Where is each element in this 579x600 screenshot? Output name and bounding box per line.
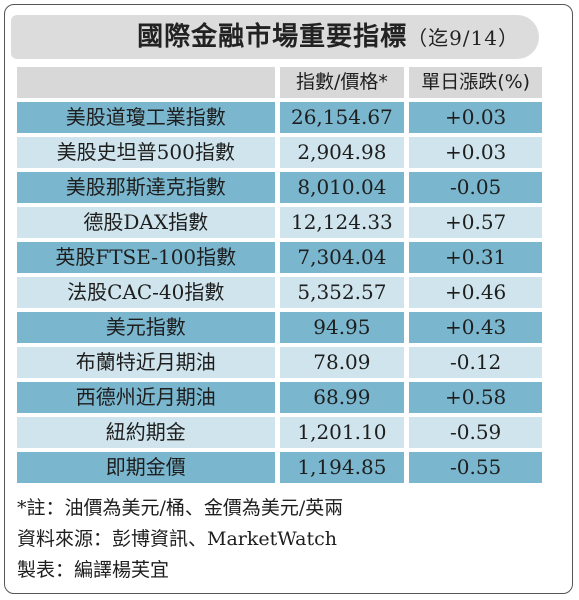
row-name: 美元指數 [17,312,275,343]
row-name: 紐約期金 [17,417,275,448]
table-row: 布蘭特近月期油 78.09 -0.12 [17,347,542,378]
table-header: 指數/價格* 單日漲跌(%) [17,67,542,98]
footnotes: *註：油價為美元/桶、金價為美元/英兩 資料來源：彭博資訊、MarketWatc… [17,493,343,586]
table-row: 紐約期金 1,201.10 -0.59 [17,417,542,448]
row-price: 1,201.10 [279,417,405,448]
table-row: 美股那斯達克指數 8,010.04 -0.05 [17,172,542,203]
row-price: 78.09 [279,347,405,378]
row-name: 美股史坦普500指數 [17,137,275,168]
table-row: 法股CAC-40指數 5,352.57 +0.46 [17,277,542,308]
row-name: 布蘭特近月期油 [17,347,275,378]
table-row: 即期金價 1,194.85 -0.55 [17,452,542,483]
row-price: 2,904.98 [279,137,405,168]
row-change: +0.43 [409,312,542,343]
row-price: 12,124.33 [279,207,405,238]
row-change: +0.31 [409,242,542,273]
header-name [17,67,275,98]
row-price: 8,010.04 [279,172,405,203]
table-row: 美股史坦普500指數 2,904.98 +0.03 [17,137,542,168]
row-change: -0.12 [409,347,542,378]
row-price: 1,194.85 [279,452,405,483]
row-change: +0.57 [409,207,542,238]
row-change: -0.59 [409,417,542,448]
source-credit: 資料來源：彭博資訊、MarketWatch [17,528,337,550]
row-price: 5,352.57 [279,277,405,308]
table-title: 國際金融市場重要指標（迄9/14） [137,15,519,59]
row-price: 7,304.04 [279,242,405,273]
editor-credit: 製表：編譯楊芙宜 [17,559,170,581]
table-row: 美股道瓊工業指數 26,154.67 +0.03 [17,102,542,133]
row-name: 美股道瓊工業指數 [17,102,275,133]
title-date: （迄9/14） [407,26,519,50]
title-bar: 國際金融市場重要指標（迄9/14） [11,15,539,59]
row-name: 德股DAX指數 [17,207,275,238]
table-row: 德股DAX指數 12,124.33 +0.57 [17,207,542,238]
row-name: 英股FTSE-100指數 [17,242,275,273]
row-price: 94.95 [279,312,405,343]
table-row: 西德州近月期油 68.99 +0.58 [17,382,542,413]
row-change: +0.46 [409,277,542,308]
table-row: 英股FTSE-100指數 7,304.04 +0.31 [17,242,542,273]
table-row: 美元指數 94.95 +0.43 [17,312,542,343]
row-name: 西德州近月期油 [17,382,275,413]
row-change: -0.55 [409,452,542,483]
row-change: +0.03 [409,137,542,168]
row-price: 68.99 [279,382,405,413]
row-name: 美股那斯達克指數 [17,172,275,203]
footnote-units: *註：油價為美元/桶、金價為美元/英兩 [17,497,344,519]
row-change: +0.58 [409,382,542,413]
header-price: 指數/價格* [279,67,405,98]
row-change: -0.05 [409,172,542,203]
infographic-frame: 國際金融市場重要指標（迄9/14） 指數/價格* 單日漲跌(%) 美股道瓊工業指… [4,4,573,594]
header-change: 單日漲跌(%) [409,67,542,98]
row-change: +0.03 [409,102,542,133]
row-name: 即期金價 [17,452,275,483]
title-main: 國際金融市場重要指標 [137,22,408,52]
row-price: 26,154.67 [279,102,405,133]
indicator-table: 指數/價格* 單日漲跌(%) 美股道瓊工業指數 26,154.67 +0.03 … [17,67,542,487]
row-name: 法股CAC-40指數 [17,277,275,308]
